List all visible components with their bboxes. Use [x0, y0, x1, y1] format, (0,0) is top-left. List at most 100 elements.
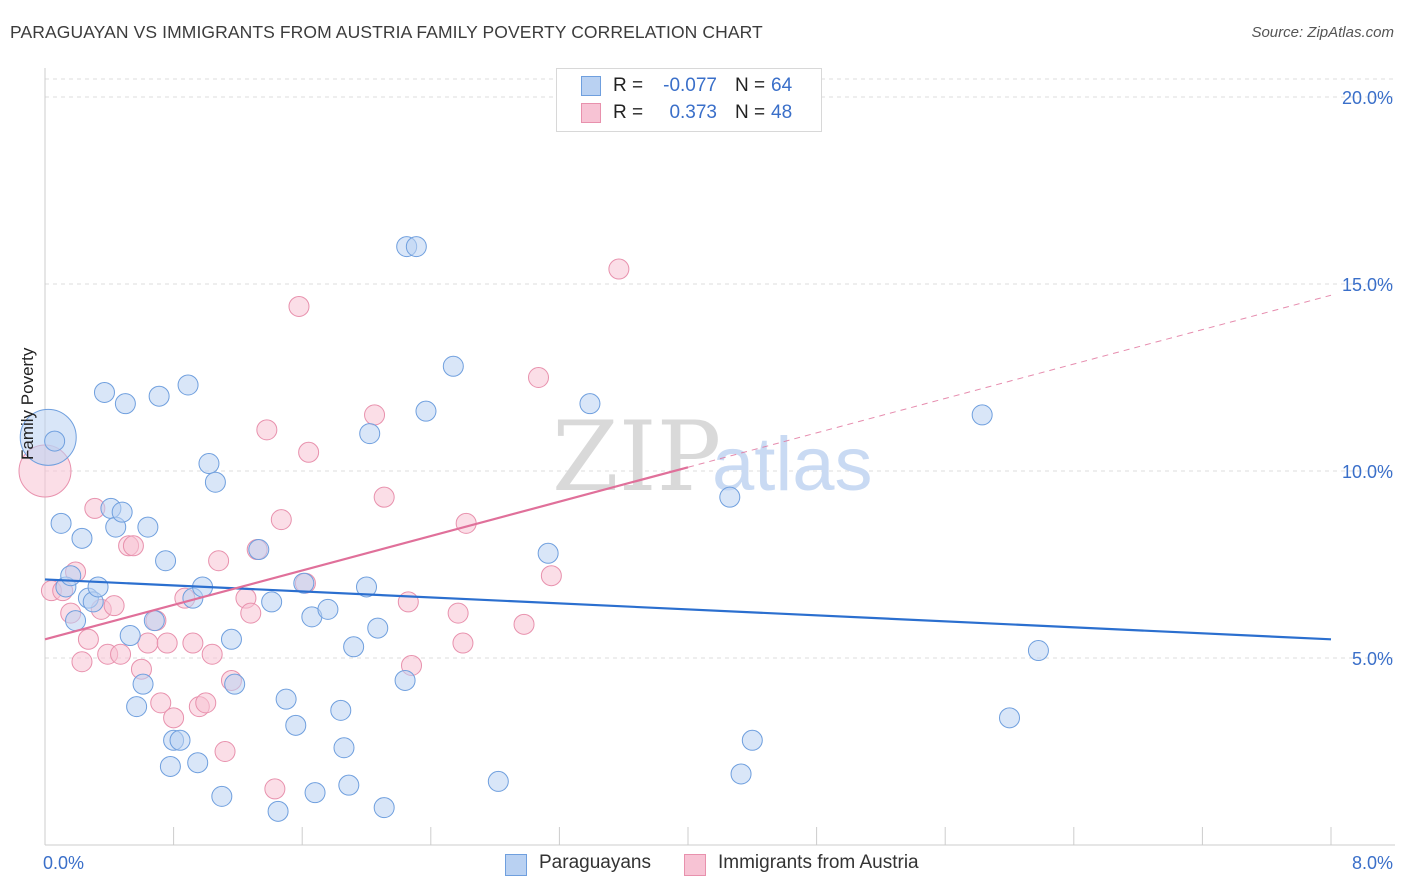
- austria-point: [455, 512, 477, 534]
- paraguayan-point: [487, 770, 509, 792]
- legend-r-label: R =: [613, 75, 644, 96]
- austria-point: [103, 595, 125, 617]
- paraguayan-point: [143, 610, 165, 632]
- austria-point: [214, 741, 236, 762]
- paraguayan-point: [719, 486, 741, 508]
- paraguayan-point: [198, 453, 220, 475]
- austria-point: [137, 632, 159, 654]
- austria-point: [256, 419, 278, 441]
- paraguayan-points: [19, 236, 1049, 822]
- paraguayan-point: [359, 423, 381, 445]
- y-tick-label: 5.0%: [1352, 649, 1393, 669]
- paraguayan-point: [285, 714, 307, 736]
- paraguayan-point: [999, 707, 1020, 729]
- austria-point: [298, 441, 320, 463]
- y-tick-label: 15.0%: [1342, 275, 1393, 295]
- correlation-legend: R = -0.077 N = 64 R = 0.373 N = 48: [556, 68, 822, 132]
- austria-point: [208, 550, 230, 572]
- paraguayan-point: [343, 636, 365, 658]
- legend-row-austria: R = 0.373 N = 48: [557, 100, 821, 128]
- paraguayan-point: [1027, 640, 1049, 662]
- austria-point: [528, 367, 550, 388]
- x-tick-label-max: 8.0%: [1352, 853, 1393, 873]
- paraguayan-point: [405, 236, 427, 258]
- paraguayan-point: [248, 539, 270, 561]
- legend-swatch-blue: [581, 76, 601, 96]
- legend-r-value: -0.077: [663, 75, 717, 96]
- paraguayan-point: [148, 385, 170, 407]
- paraguayan-point: [373, 797, 395, 819]
- paraguayan-point: [71, 527, 93, 549]
- austria-point: [513, 613, 535, 635]
- paraguayan-point: [177, 374, 199, 396]
- paraguayan-point: [330, 699, 352, 721]
- austria-point: [540, 565, 562, 587]
- y-axis-label: Family Poverty: [18, 347, 37, 460]
- bottom-legend-swatch-blue: [505, 854, 527, 876]
- paraguayan-point: [155, 550, 177, 572]
- paraguayan-point: [126, 696, 148, 718]
- paraguayan-point: [87, 576, 109, 598]
- legend-n-label: N =: [735, 102, 766, 123]
- paraguayan-point: [204, 471, 226, 493]
- y-tick-label: 10.0%: [1342, 462, 1393, 482]
- paraguayan-point: [415, 400, 437, 422]
- paraguayan-point: [356, 576, 377, 598]
- austria-point: [182, 632, 204, 654]
- paraguayan-point: [159, 755, 181, 777]
- austria-point: [240, 602, 262, 624]
- tick-labels: 5.0% 10.0% 15.0% 20.0% 0.0% 8.0%: [43, 88, 1393, 873]
- chart-title: PARAGUAYAN VS IMMIGRANTS FROM AUSTRIA FA…: [10, 22, 763, 42]
- paraguayan-point: [338, 774, 360, 796]
- paraguayan-point: [65, 610, 87, 632]
- austria-trend-solid: [44, 466, 689, 641]
- legend-swatch-pink: [581, 103, 601, 123]
- legend-r-value: 0.373: [669, 102, 717, 123]
- austria-point: [77, 628, 99, 650]
- paraguayan-point: [187, 752, 209, 774]
- source-label: Source: ZipAtlas.com: [1251, 24, 1394, 41]
- austria-point: [195, 692, 217, 714]
- paraguayan-point: [275, 688, 297, 710]
- paraguayan-point: [442, 355, 464, 377]
- paraguayan-point: [114, 393, 136, 415]
- paraguayan-point: [333, 737, 355, 759]
- legend-n-label: N =: [735, 75, 766, 96]
- austria-point: [264, 778, 286, 800]
- paraguayan-point: [44, 430, 66, 452]
- austria-point: [288, 295, 310, 317]
- paraguayan-point: [741, 729, 763, 751]
- austria-point: [364, 404, 386, 426]
- paraguayan-point: [261, 591, 283, 613]
- paraguayan-point: [304, 782, 326, 804]
- austria-point: [447, 602, 469, 624]
- legend-r-label: R =: [613, 102, 644, 123]
- paraguayan-point: [93, 381, 115, 403]
- paraguayan-point: [220, 628, 242, 650]
- bottom-legend-label: Paraguayans: [539, 852, 651, 873]
- paraguayan-point: [267, 800, 289, 822]
- austria-point: [156, 632, 178, 654]
- paraguayan-point: [730, 763, 752, 785]
- paraguayan-point: [111, 501, 133, 523]
- legend-n-value: 48: [771, 102, 793, 123]
- y-tick-label: 20.0%: [1342, 88, 1393, 108]
- austria-point: [373, 486, 395, 508]
- paraguayan-point: [132, 673, 154, 695]
- paraguayan-point: [224, 673, 246, 695]
- paraguayan-point: [137, 516, 159, 538]
- austria-point: [201, 643, 223, 665]
- legend-row-paraguayans: R = -0.077 N = 64: [557, 73, 821, 101]
- paraguayan-point: [971, 404, 993, 426]
- austria-point: [270, 509, 292, 531]
- watermark: ZIP atlas: [552, 401, 873, 513]
- paraguayan-point: [211, 785, 233, 807]
- legend-n-value: 64: [771, 75, 793, 96]
- paraguayan-point: [50, 512, 72, 534]
- bottom-legend-swatch-pink: [684, 854, 706, 876]
- paraguayan-point: [317, 598, 339, 620]
- paraguayan-point: [537, 542, 559, 564]
- austria-point: [608, 258, 630, 280]
- austria-point: [163, 707, 185, 729]
